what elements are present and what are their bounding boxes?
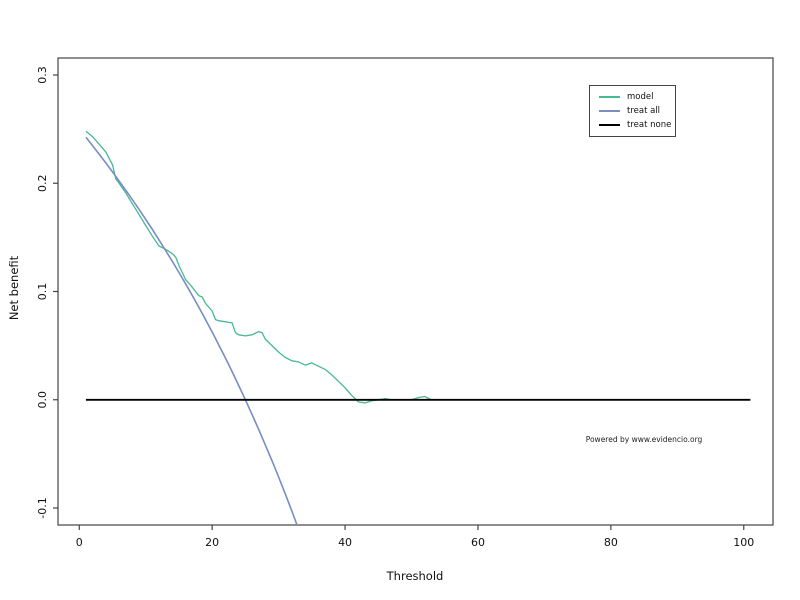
legend-swatch-treat-all-icon xyxy=(599,110,620,112)
y-tick-label: 0.3 xyxy=(36,66,49,84)
series-line-treat-all xyxy=(85,136,298,525)
legend-item-model: model xyxy=(599,93,673,102)
legend-swatch-treat-none-icon xyxy=(599,124,620,126)
legend-item-treat-all: treat all xyxy=(599,107,673,116)
y-tick-label: 0.1 xyxy=(36,283,49,301)
chart-legend: model treat all treat none xyxy=(589,85,676,137)
legend-label-model: model xyxy=(627,91,654,102)
x-tick-label: 100 xyxy=(733,536,754,549)
legend-item-treat-none: treat none xyxy=(599,121,673,130)
series-line-model xyxy=(85,130,744,404)
x-tick-label: 20 xyxy=(205,536,219,549)
x-tick-label: 40 xyxy=(338,536,352,549)
x-axis-title: Threshold xyxy=(386,569,444,583)
x-tick-label: 0 xyxy=(76,536,83,549)
y-tick-label: -0.1 xyxy=(36,497,49,518)
legend-label-treat-all: treat all xyxy=(627,105,661,116)
legend-swatch-model-icon xyxy=(599,96,620,98)
x-tick-label: 60 xyxy=(471,536,485,549)
y-tick-label: 0.2 xyxy=(36,174,49,192)
y-tick-label: 0.0 xyxy=(36,391,49,409)
y-axis-title: Net benefit xyxy=(7,255,21,321)
watermark-text: Powered by www.evidencio.org xyxy=(585,435,703,444)
x-tick-label: 80 xyxy=(604,536,618,549)
legend-label-treat-none: treat none xyxy=(627,119,672,130)
